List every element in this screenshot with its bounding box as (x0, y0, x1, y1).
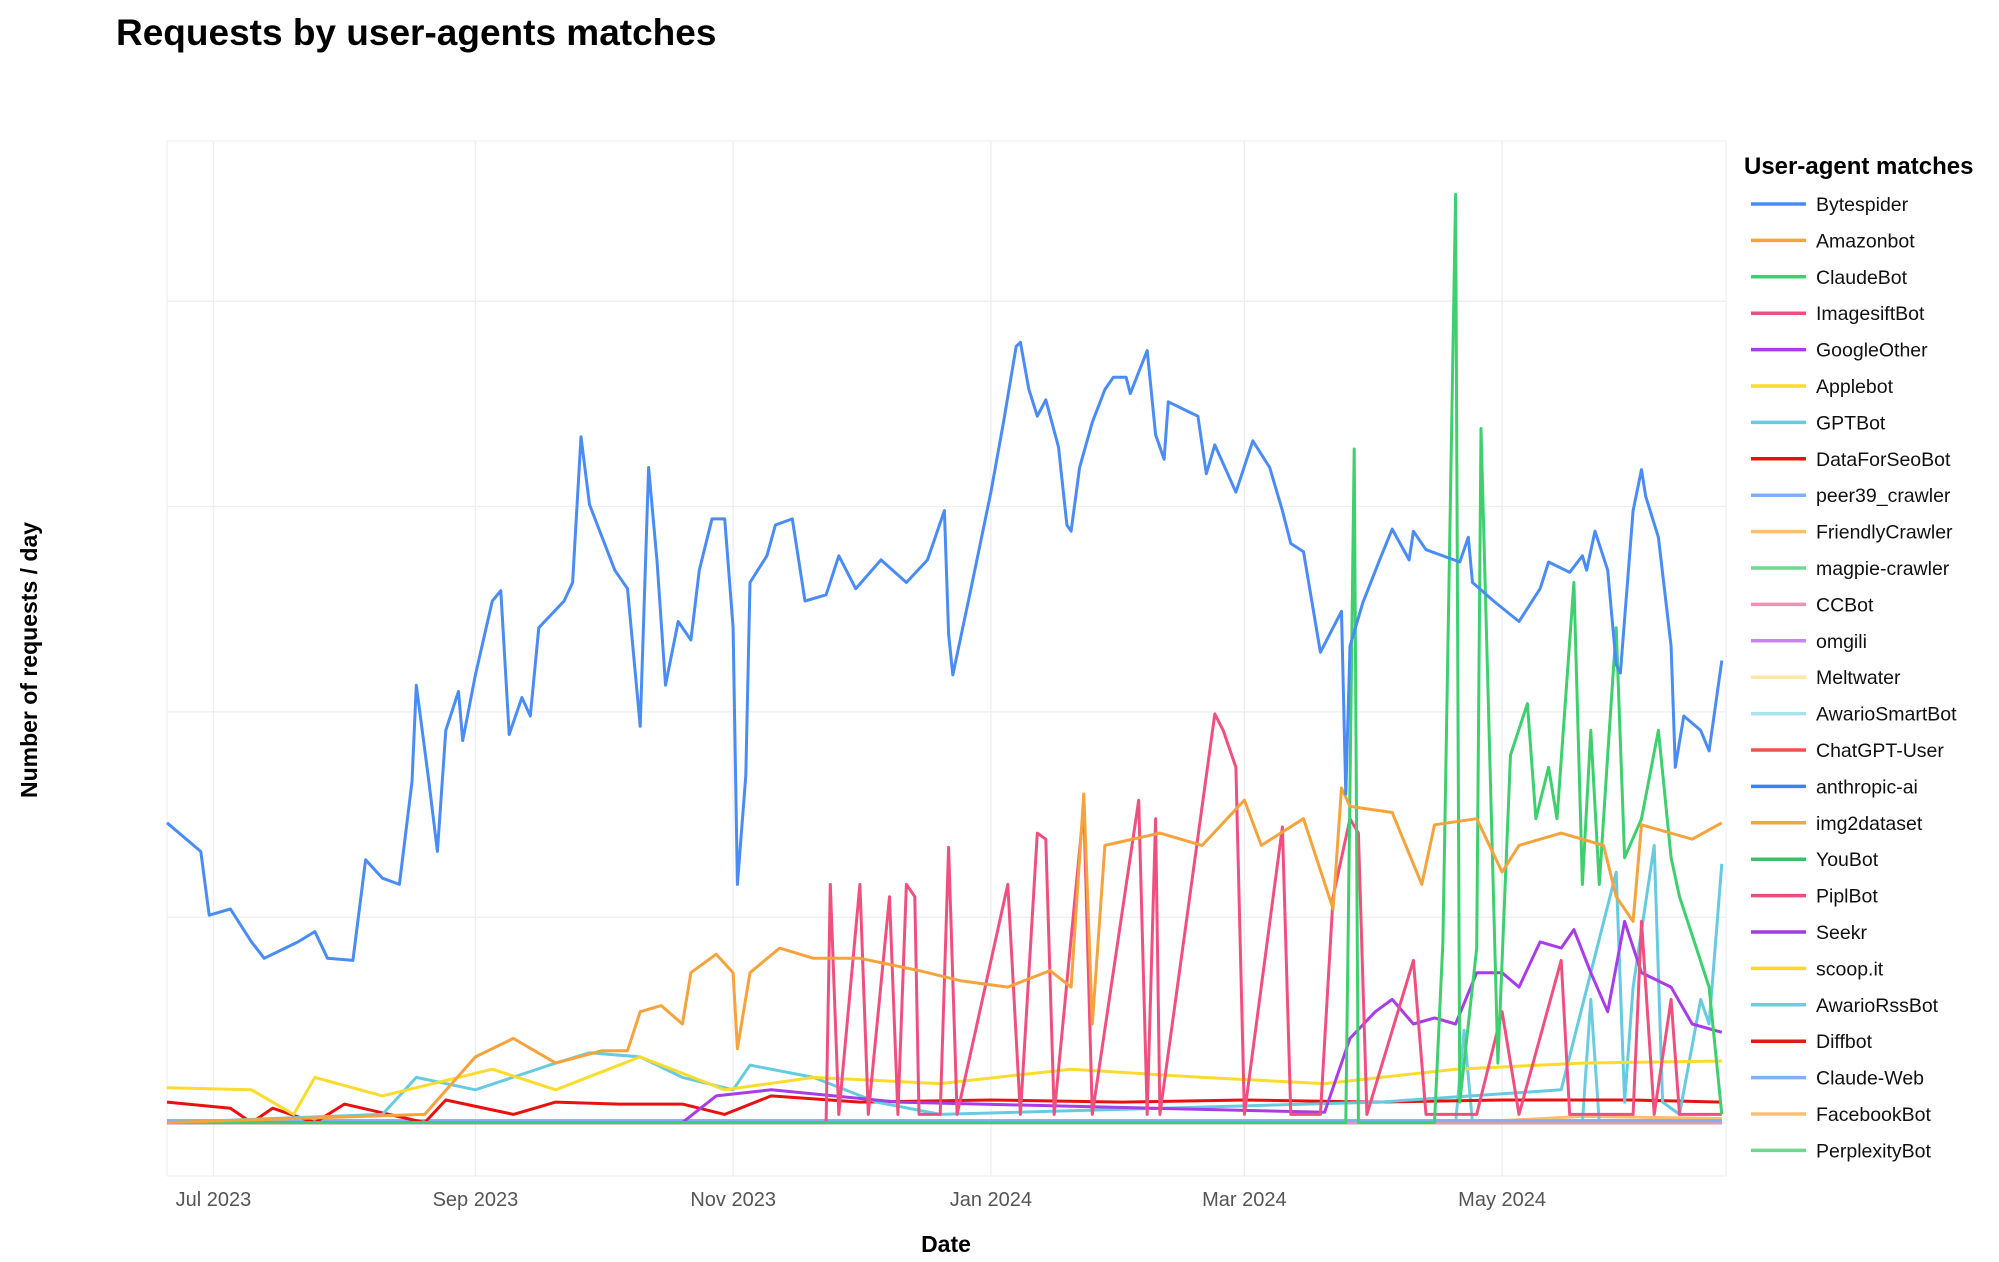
legend: User-agent matches Bytespider Amazonbot Cl… (1744, 153, 1973, 1162)
legend-label: PerplexityBot (1816, 1140, 1931, 1162)
legend-label: peer39_crawler (1816, 485, 1951, 507)
legend-item[interactable]: Seekr (1751, 922, 1867, 944)
x-tick-label: Nov 2023 (690, 1189, 776, 1211)
legend-item[interactable]: img2dataset (1751, 813, 1923, 835)
legend-label: AwarioSmartBot (1816, 704, 1957, 726)
legend-item[interactable]: omgili (1751, 631, 1867, 653)
series-line-bytespider (166, 340, 1724, 962)
legend-item[interactable]: Applebot (1751, 376, 1894, 398)
legend-item[interactable]: ImagesiftBot (1751, 303, 1925, 325)
legend-label: Diffbot (1816, 1031, 1873, 1053)
legend-item[interactable]: CCBot (1751, 594, 1874, 616)
legend-label: Meltwater (1816, 667, 1901, 689)
legend-item[interactable]: FacebookBot (1751, 1104, 1931, 1126)
series-line-imagesiftbot (167, 712, 1722, 1125)
legend-label: GPTBot (1816, 412, 1886, 434)
legend-label: YouBot (1816, 849, 1879, 871)
legend-label: AwarioRssBot (1816, 995, 1939, 1017)
legend-label: CCBot (1816, 594, 1874, 616)
gridlines (166, 140, 1727, 1177)
legend-item[interactable]: Bytespider (1751, 194, 1909, 216)
x-tick-label: Mar 2024 (1202, 1189, 1287, 1211)
legend-item[interactable]: DataForSeoBot (1751, 449, 1951, 471)
legend-item[interactable]: AwarioRssBot (1751, 995, 1939, 1017)
series-line-dataforseobot (166, 1094, 1722, 1125)
legend-label: scoop.it (1816, 958, 1884, 980)
series-line-amazonbot (166, 786, 1723, 1125)
legend-item[interactable]: scoop.it (1751, 958, 1884, 980)
legend-label: PiplBot (1816, 886, 1878, 908)
legend-label: DataForSeoBot (1816, 449, 1951, 471)
legend-item[interactable]: ChatGPT-User (1751, 740, 1944, 762)
legend-label: Applebot (1816, 376, 1894, 398)
series-line-gptbot (166, 843, 1724, 1125)
legend-label: ClaudeBot (1816, 267, 1908, 289)
legend-item[interactable]: Diffbot (1751, 1031, 1873, 1053)
legend-item[interactable]: Meltwater (1751, 667, 1901, 689)
legend-item[interactable]: Amazonbot (1751, 230, 1915, 252)
chart-title: Requests by user-agents matches (116, 12, 717, 53)
x-axis-label: Date (921, 1231, 971, 1257)
series-lines (166, 192, 1724, 1125)
legend-label: ImagesiftBot (1816, 303, 1925, 325)
legend-item[interactable]: AwarioSmartBot (1751, 704, 1957, 726)
x-axis-ticks: Jul 2023 Sep 2023 Nov 2023 Jan 2024 Mar 2024… (176, 1189, 1546, 1211)
legend-label: FacebookBot (1816, 1104, 1931, 1126)
x-tick-label: May 2024 (1458, 1189, 1546, 1211)
legend-item[interactable]: PiplBot (1751, 886, 1878, 908)
legend-label: Claude-Web (1816, 1068, 1924, 1090)
legend-item[interactable]: ClaudeBot (1751, 267, 1908, 289)
series-line-applebot (166, 1055, 1722, 1116)
legend-item[interactable]: anthropic-ai (1751, 776, 1918, 798)
legend-item[interactable]: GoogleOther (1751, 340, 1928, 362)
legend-label: FriendlyCrawler (1816, 522, 1953, 544)
legend-label: omgili (1816, 631, 1867, 653)
legend-label: Seekr (1816, 922, 1867, 944)
legend-label: Amazonbot (1816, 230, 1915, 252)
legend-label: magpie-crawler (1816, 558, 1950, 580)
plot-frame (166, 140, 1727, 1177)
legend-label: img2dataset (1816, 813, 1923, 835)
legend-item[interactable]: PerplexityBot (1751, 1140, 1931, 1162)
x-tick-label: Jan 2024 (950, 1189, 1032, 1211)
x-tick-label: Jul 2023 (176, 1189, 252, 1211)
legend-label: ChatGPT-User (1816, 740, 1944, 762)
x-tick-label: Sep 2023 (433, 1189, 519, 1211)
legend-item[interactable]: YouBot (1751, 849, 1879, 871)
y-axis-label: Number of requests / day (16, 522, 42, 798)
legend-item[interactable]: peer39_crawler (1751, 485, 1951, 507)
legend-item[interactable]: FriendlyCrawler (1751, 522, 1953, 544)
legend-item[interactable]: GPTBot (1751, 412, 1886, 434)
legend-item[interactable]: magpie-crawler (1751, 558, 1950, 580)
legend-title: User-agent matches (1744, 153, 1973, 180)
legend-item[interactable]: Claude-Web (1751, 1068, 1924, 1090)
legend-label: GoogleOther (1816, 340, 1928, 362)
legend-label: anthropic-ai (1816, 776, 1918, 798)
series-line-claudebot (167, 192, 1724, 1125)
legend-label: Bytespider (1816, 194, 1909, 216)
